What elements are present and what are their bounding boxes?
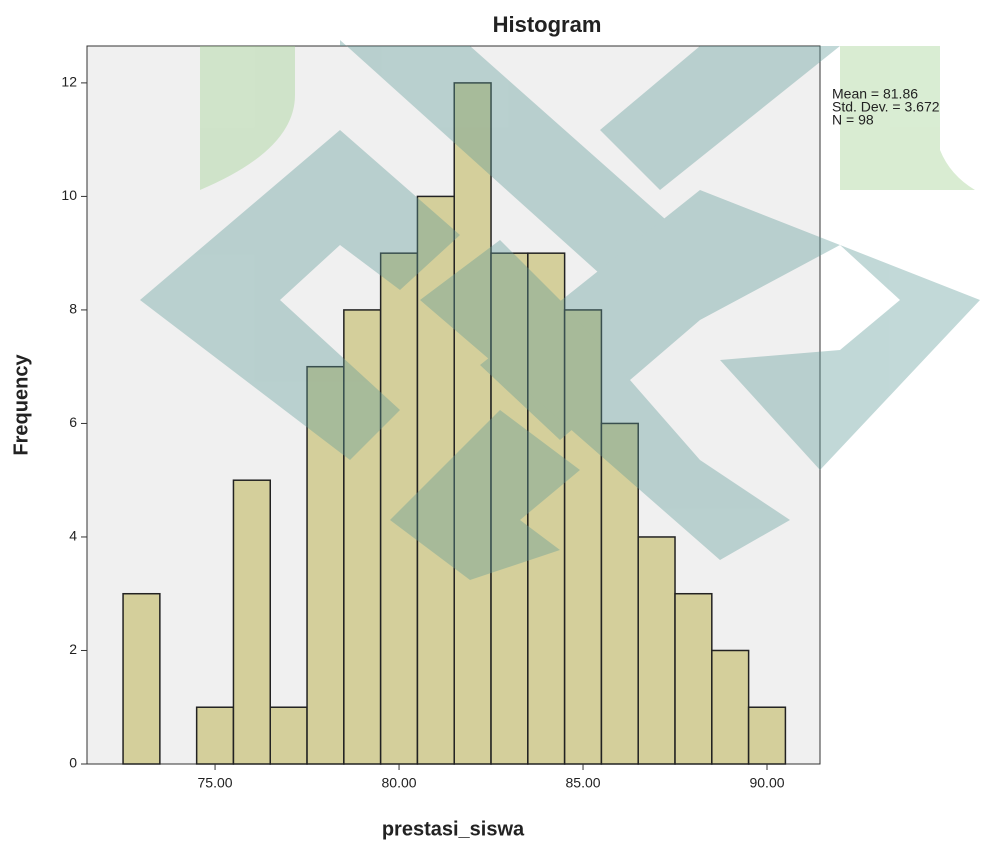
stat-annotation: Mean = 81.86 — [832, 86, 918, 102]
y-axis-label: Frequency — [10, 354, 32, 456]
bar — [195, 706, 235, 765]
y-tick-label: 0 — [69, 755, 77, 771]
x-tick-label: 75.00 — [198, 775, 233, 791]
x-tick-label: 85.00 — [566, 775, 601, 791]
y-tick-label: 6 — [69, 414, 77, 430]
bar — [600, 422, 639, 765]
bar — [674, 592, 713, 765]
bar — [637, 536, 676, 765]
x-tick-label: 80.00 — [382, 775, 417, 791]
marks — [122, 82, 787, 765]
bar — [343, 309, 382, 765]
bar — [269, 706, 308, 765]
chart-title: Histogram — [493, 12, 602, 37]
stat-annotation: Std. Dev. = 3.672 — [832, 99, 940, 115]
bar — [711, 649, 750, 765]
bar — [453, 82, 492, 765]
bar — [747, 706, 787, 765]
bar — [416, 195, 455, 765]
stat-annotation: N = 98 — [832, 112, 874, 128]
bar — [232, 479, 271, 765]
x-tick-label: 90.00 — [749, 775, 784, 791]
watermark — [140, 40, 980, 580]
y-tick-label: 2 — [69, 641, 77, 657]
bar — [527, 252, 566, 765]
y-tick-label: 12 — [61, 74, 77, 90]
bar — [379, 252, 419, 765]
bar — [306, 365, 345, 765]
y-tick-label: 8 — [69, 301, 77, 317]
bar — [122, 592, 161, 765]
y-tick-label: 4 — [69, 528, 77, 544]
y-tick-label: 10 — [61, 187, 77, 203]
x-axis-label: prestasi_siswa — [382, 818, 525, 840]
